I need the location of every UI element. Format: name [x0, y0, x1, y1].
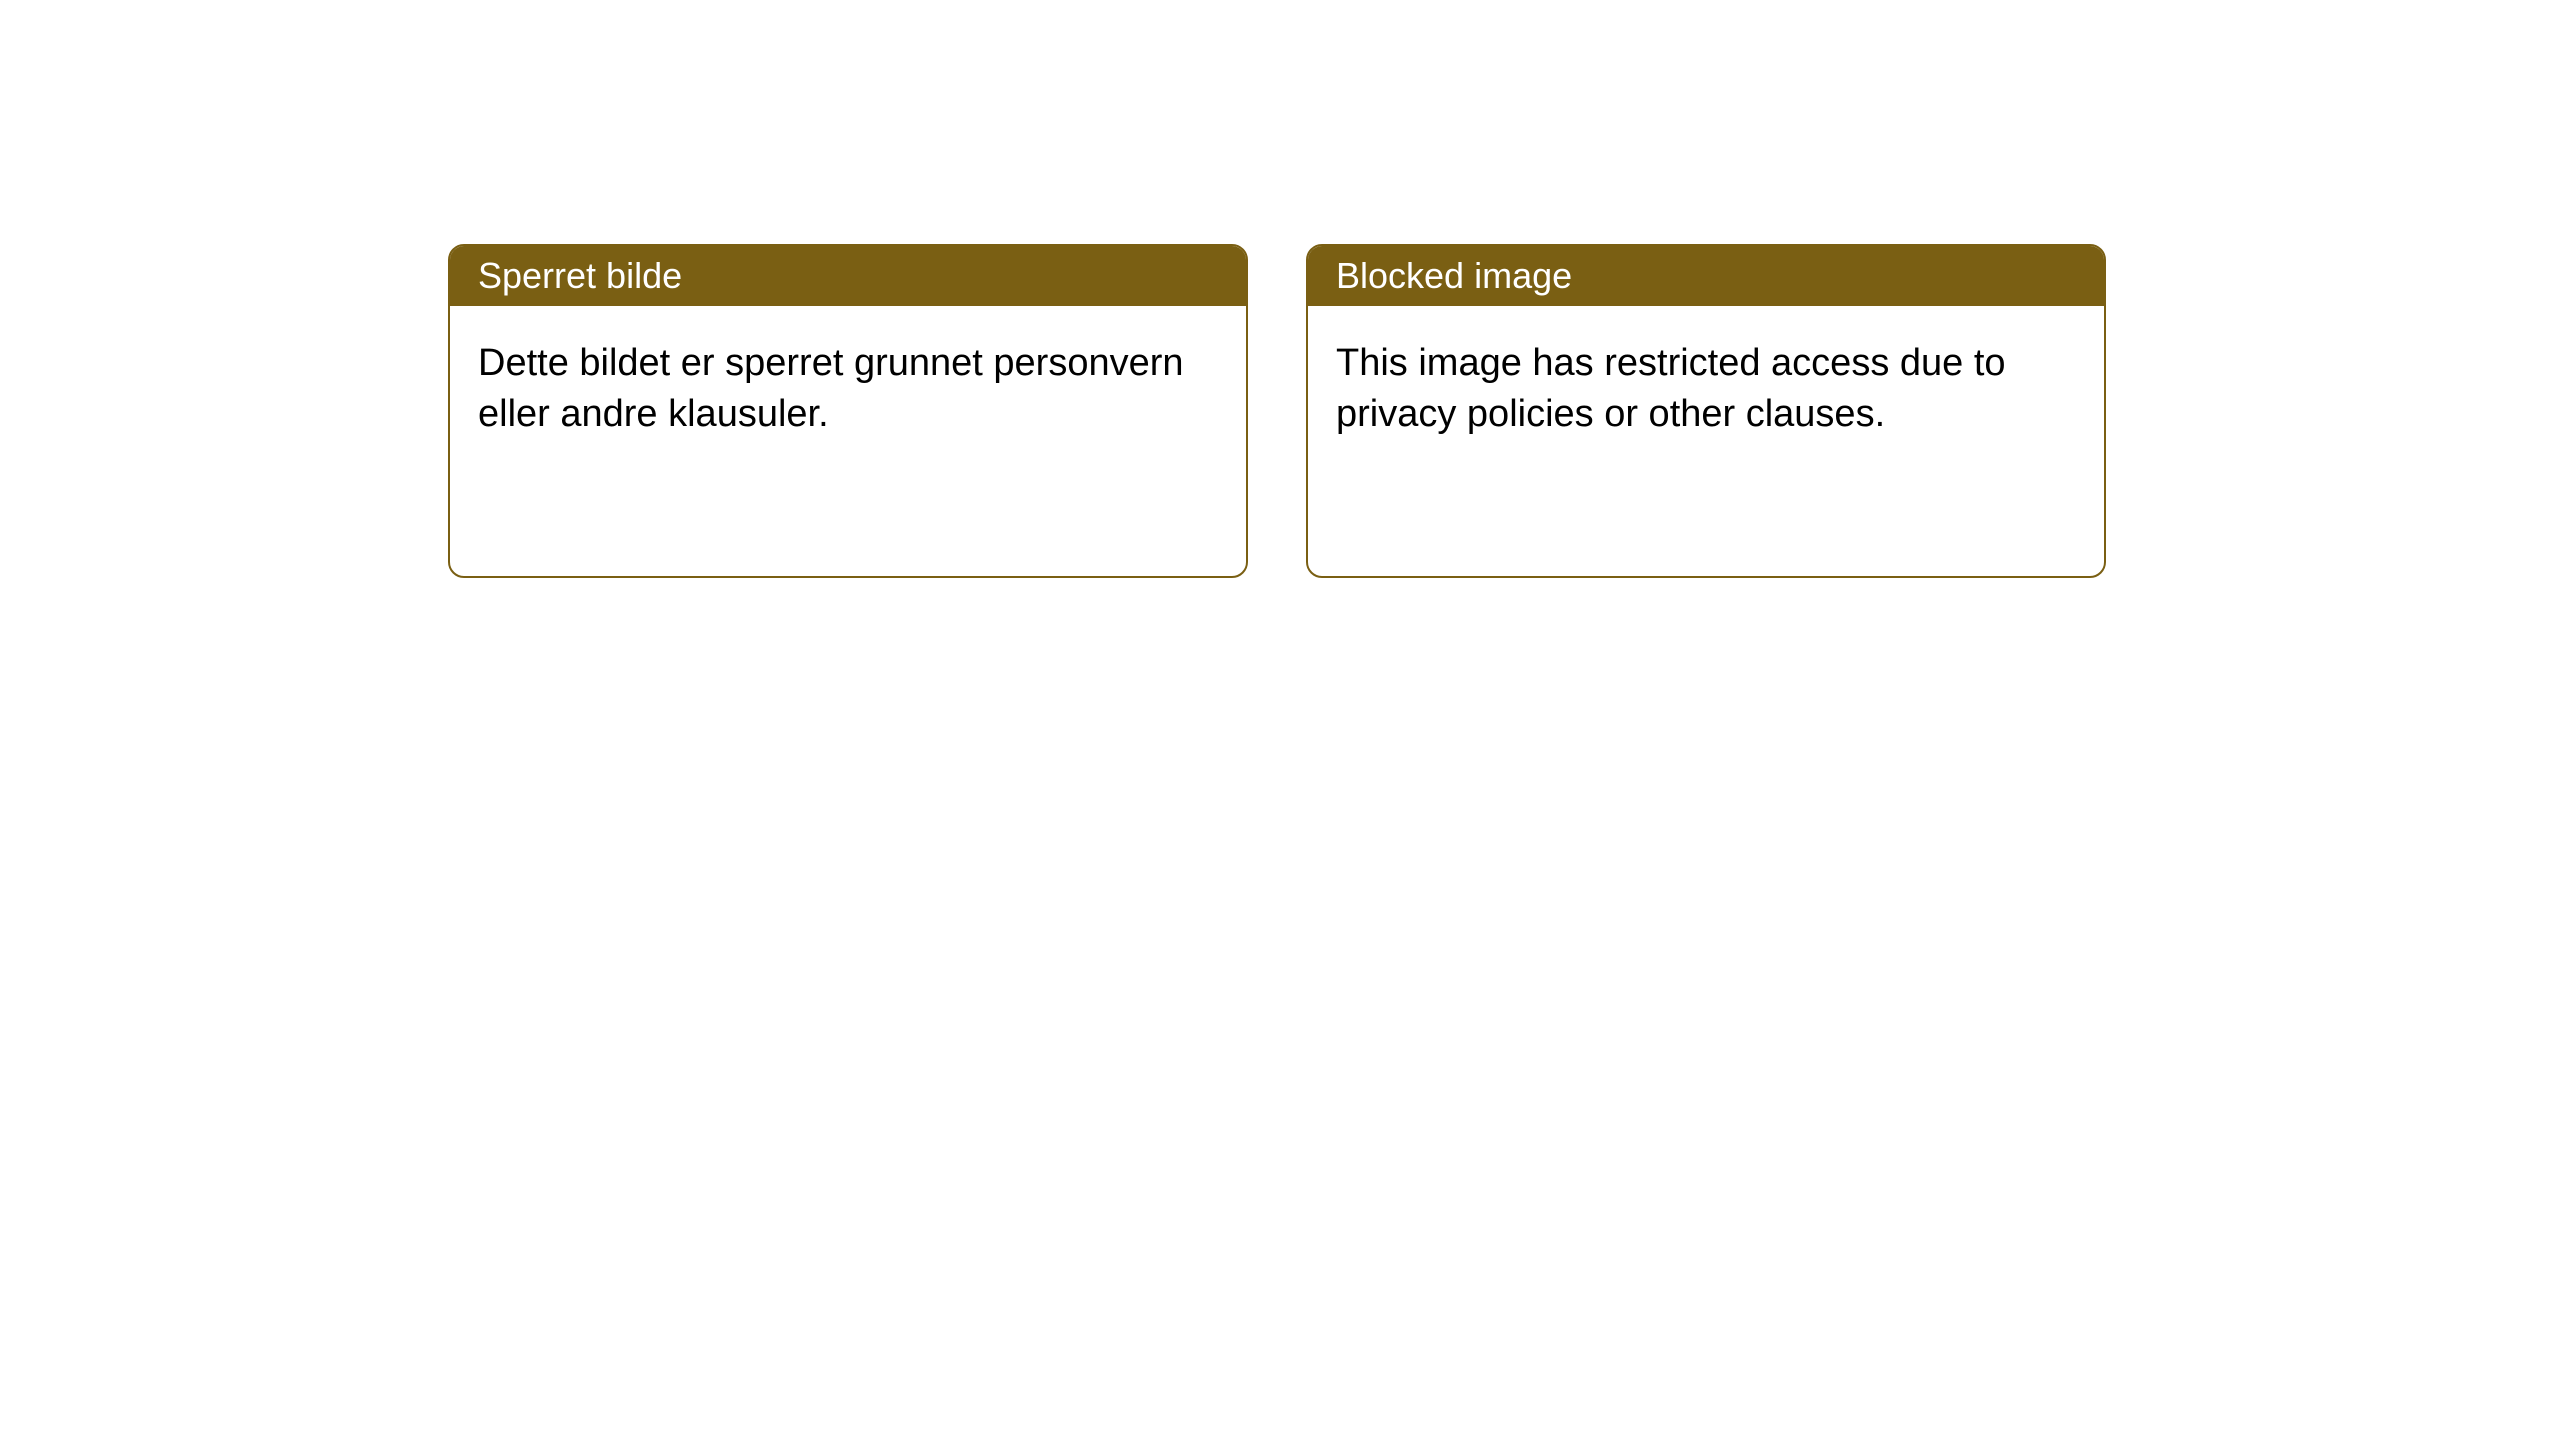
- notice-header: Sperret bilde: [450, 246, 1246, 306]
- notice-header: Blocked image: [1308, 246, 2104, 306]
- notice-card-english: Blocked image This image has restricted …: [1306, 244, 2106, 578]
- notice-body: This image has restricted access due to …: [1308, 306, 2104, 576]
- notice-body: Dette bildet er sperret grunnet personve…: [450, 306, 1246, 576]
- notice-container: Sperret bilde Dette bildet er sperret gr…: [0, 0, 2560, 578]
- notice-card-norwegian: Sperret bilde Dette bildet er sperret gr…: [448, 244, 1248, 578]
